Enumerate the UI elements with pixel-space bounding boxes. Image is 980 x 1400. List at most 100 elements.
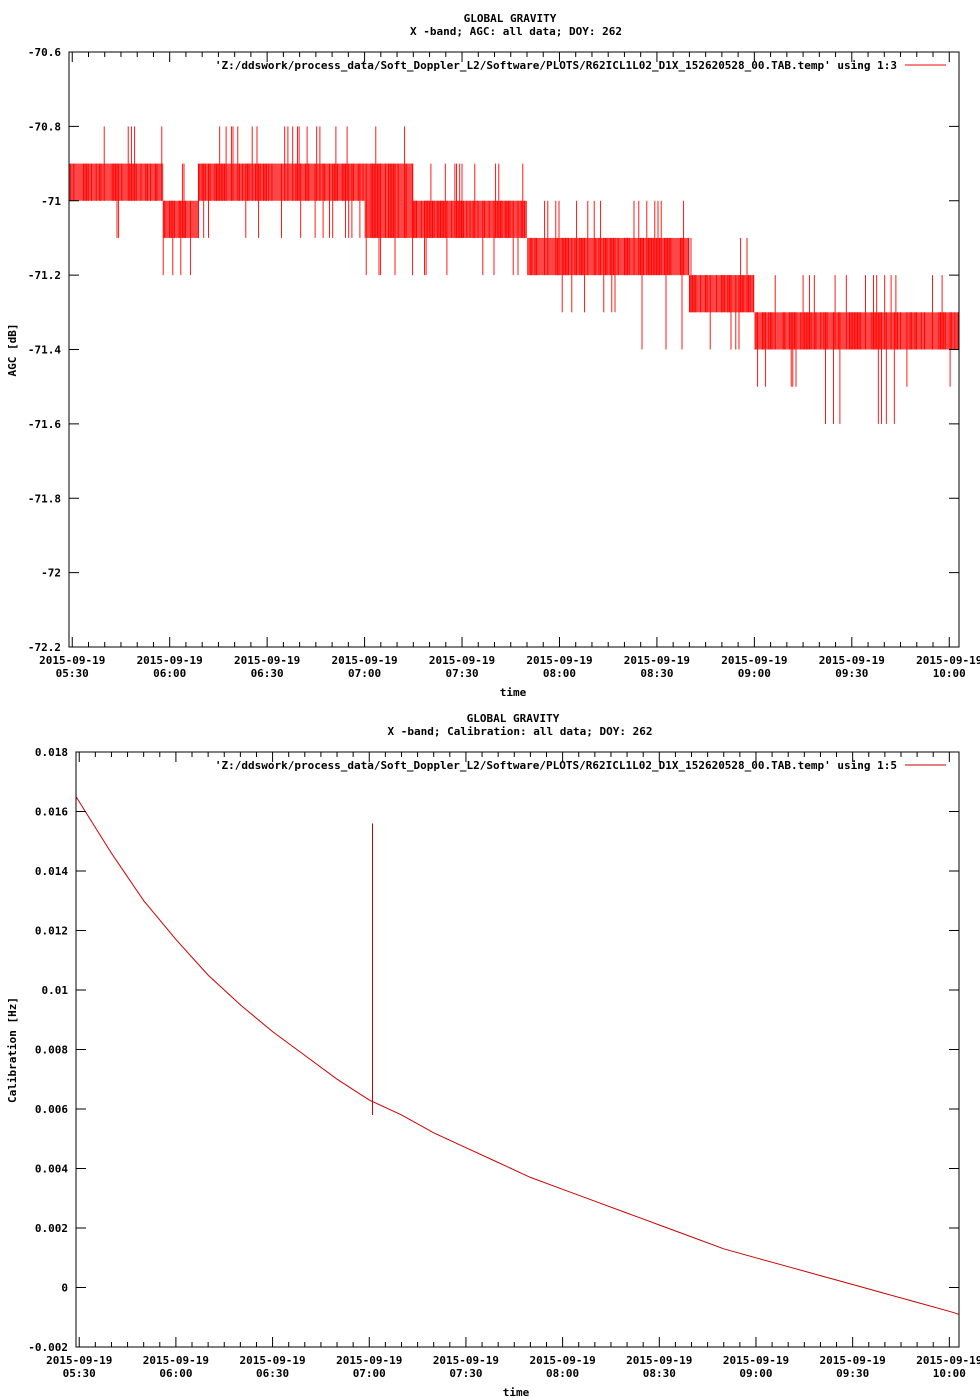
- x-ticks: 2015-09-1905:302015-09-1906:002015-09-19…: [46, 752, 980, 1380]
- y-ticks: 0.018 0.016 0.014 0.012 0.01 0.008 0.006 0.004 0…: [28, 746, 959, 1354]
- x-tick-time-label: 07:30: [449, 1367, 482, 1380]
- y-ticks: -70.6 -70.8 -71 -71.2 -71.4 -71.6 -71.8 -72 -72.…: [28, 46, 959, 654]
- x-tick-date-label: 2015-09-19: [526, 654, 592, 667]
- y-tick-label: -71.6: [28, 418, 61, 431]
- x-tick-time-label: 06:00: [153, 667, 186, 680]
- y-tick-label: -71.8: [28, 492, 61, 505]
- y-tick-label: -70.8: [28, 120, 61, 133]
- x-tick-date-label: 2015-09-19: [819, 654, 885, 667]
- x-tick-date-label: 2015-09-19: [239, 1354, 305, 1367]
- x-tick-time-label: 05:30: [56, 667, 89, 680]
- legend: 'Z:/ddswork/process_data/Soft_Doppler_L2…: [215, 759, 946, 772]
- agc-series-layer: [69, 126, 959, 424]
- agc-segment: [802, 275, 901, 424]
- y-tick-label: -71: [41, 195, 61, 208]
- x-axis-label: time: [500, 686, 527, 699]
- agc-segment: [198, 126, 232, 238]
- x-tick-date-label: 2015-09-19: [529, 1354, 595, 1367]
- x-tick-date-label: 2015-09-19: [46, 1354, 112, 1367]
- x-axis-label: time: [503, 1386, 530, 1399]
- x-tick-time-label: 07:00: [353, 1367, 386, 1380]
- x-tick-time-label: 05:30: [63, 1367, 96, 1380]
- x-tick-time-label: 08:30: [643, 1367, 676, 1380]
- x-ticks: 2015-09-1905:302015-09-1906:002015-09-19…: [39, 52, 980, 680]
- agc-segment: [364, 126, 414, 276]
- x-tick-time-label: 09:00: [739, 1367, 772, 1380]
- calibration-series-layer: [75, 796, 960, 1315]
- x-tick-date-label: 2015-09-19: [429, 654, 495, 667]
- y-tick-label: 0.002: [35, 1222, 68, 1235]
- plot-frame: [75, 751, 960, 1348]
- y-tick-label: 0.016: [35, 806, 68, 819]
- x-tick-date-label: 2015-09-19: [234, 654, 300, 667]
- x-tick-date-label: 2015-09-19: [721, 654, 787, 667]
- chart-subtitle: X -band; AGC: all data; DOY: 262: [410, 25, 622, 38]
- x-tick-time-label: 06:30: [256, 1367, 289, 1380]
- y-tick-label: 0: [61, 1282, 68, 1295]
- calibration-chart: GLOBAL GRAVITY X -band; Calibration: all…: [6, 712, 980, 1399]
- y-tick-label: -70.6: [28, 46, 61, 59]
- y-axis-label: Calibration [Hz]: [6, 997, 19, 1103]
- y-tick-label: 0.018: [35, 746, 68, 759]
- y-tick-label: 0.01: [42, 984, 69, 997]
- x-tick-time-label: 06:00: [159, 1367, 192, 1380]
- agc-band: [462, 200, 527, 238]
- x-tick-date-label: 2015-09-19: [916, 654, 980, 667]
- legend: 'Z:/ddswork/process_data/Soft_Doppler_L2…: [215, 59, 946, 72]
- chart-title: GLOBAL GRAVITY: [464, 12, 557, 25]
- y-axis-label: AGC [dB]: [6, 324, 19, 377]
- x-tick-time-label: 09:30: [836, 1367, 869, 1380]
- x-tick-date-label: 2015-09-19: [336, 1354, 402, 1367]
- x-tick-time-label: 09:00: [738, 667, 771, 680]
- y-tick-label: 0.004: [35, 1163, 68, 1176]
- x-tick-date-label: 2015-09-19: [916, 1354, 980, 1367]
- agc-segment: [754, 275, 804, 387]
- x-tick-date-label: 2015-09-19: [331, 654, 397, 667]
- y-tick-label: 0.006: [35, 1103, 68, 1116]
- x-tick-time-label: 06:30: [251, 667, 284, 680]
- legend-label: 'Z:/ddswork/process_data/Soft_Doppler_L2…: [215, 59, 897, 72]
- agc-segment: [900, 275, 959, 387]
- x-tick-date-label: 2015-09-19: [39, 654, 105, 667]
- y-tick-label: -0.002: [28, 1341, 68, 1354]
- x-tick-date-label: 2015-09-19: [624, 654, 690, 667]
- x-tick-time-label: 08:00: [546, 1367, 579, 1380]
- chart-subtitle: X -band; Calibration: all data; DOY: 262: [388, 725, 653, 738]
- y-tick-label: 0.014: [35, 865, 68, 878]
- agc-segment: [461, 163, 527, 276]
- agc-band: [526, 237, 625, 276]
- x-tick-time-label: 07:00: [348, 667, 381, 680]
- agc-band: [689, 275, 755, 313]
- y-tick-label: 0.012: [35, 925, 68, 938]
- agc-segment: [69, 126, 164, 238]
- y-tick-label: -71.2: [28, 269, 61, 282]
- agc-segment: [526, 200, 625, 313]
- calibration-line: [75, 796, 960, 1315]
- y-tick-label: -72: [41, 567, 61, 580]
- x-tick-date-label: 2015-09-19: [820, 1354, 886, 1367]
- agc-segment: [162, 163, 199, 276]
- agc-segment: [688, 237, 755, 350]
- x-tick-time-label: 10:00: [933, 1367, 966, 1380]
- x-tick-date-label: 2015-09-19: [723, 1354, 789, 1367]
- agc-segment: [623, 200, 690, 350]
- x-tick-time-label: 09:30: [835, 667, 868, 680]
- y-tick-label: -72.2: [28, 641, 61, 654]
- x-tick-date-label: 2015-09-19: [143, 1354, 209, 1367]
- agc-band: [624, 237, 690, 276]
- agc-segment: [267, 126, 365, 238]
- x-tick-time-label: 10:00: [933, 667, 966, 680]
- x-tick-date-label: 2015-09-19: [137, 654, 203, 667]
- y-tick-label: 0.008: [35, 1044, 68, 1057]
- x-tick-time-label: 08:00: [543, 667, 576, 680]
- agc-chart: GLOBAL GRAVITY X -band; AGC: all data; D…: [6, 12, 980, 699]
- chart-title: GLOBAL GRAVITY: [467, 712, 560, 725]
- x-tick-date-label: 2015-09-19: [433, 1354, 499, 1367]
- agc-segment: [412, 163, 463, 276]
- x-tick-time-label: 07:30: [445, 667, 478, 680]
- y-tick-label: -71.4: [28, 344, 61, 357]
- legend-label: 'Z:/ddswork/process_data/Soft_Doppler_L2…: [215, 759, 897, 772]
- x-tick-date-label: 2015-09-19: [626, 1354, 692, 1367]
- x-tick-time-label: 08:30: [640, 667, 673, 680]
- agc-segment: [230, 126, 268, 238]
